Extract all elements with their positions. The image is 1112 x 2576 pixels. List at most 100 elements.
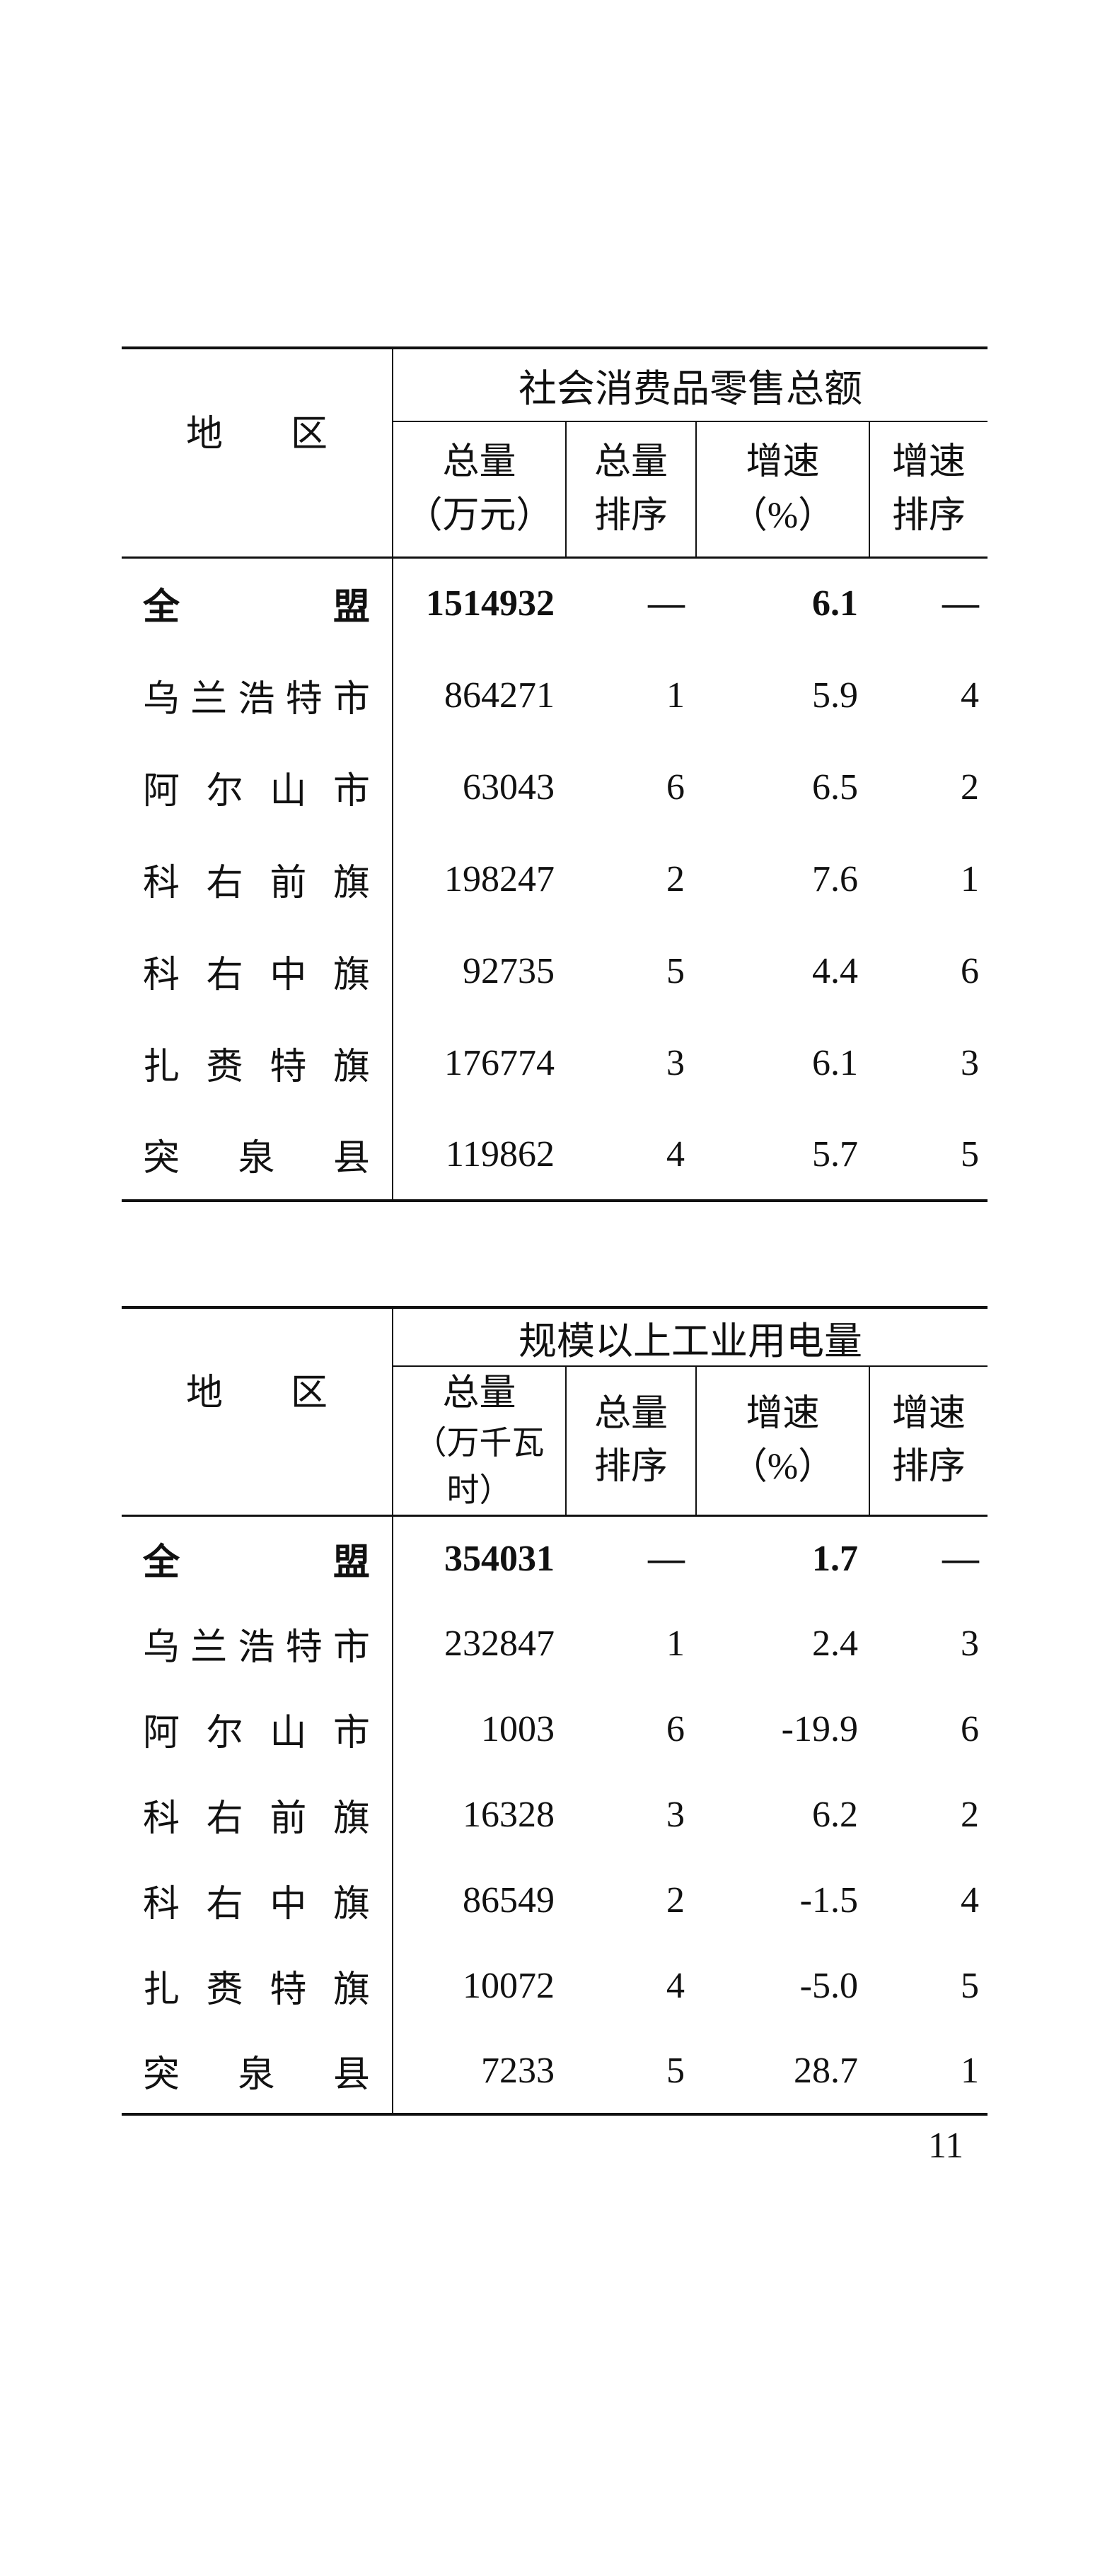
growth-cell: 6.1 <box>812 583 858 624</box>
growth-rank-cell: 2 <box>961 767 979 808</box>
column-header-total-rank: 总量 排序 <box>566 1366 697 1517</box>
growth-rank-cell: — <box>942 583 979 624</box>
region-header: 地 区 <box>122 346 393 559</box>
total-cell: 119862 <box>393 1109 566 1202</box>
region-cell: 科右前旗 <box>122 833 393 925</box>
table-row: 乌兰浩特市 864271 1 5.9 4 <box>122 649 988 741</box>
column-headers: 总量 （万千瓦时） 总量 排序 增速 （%） 增速 排序 <box>122 1366 988 1517</box>
growth-cell: 1.7 <box>812 1539 858 1580</box>
table-row: 扎赉特旗 10072 4 -5.0 5 <box>122 1943 988 2029</box>
total-cell: 16328 <box>463 1795 555 1836</box>
table-row: 阿尔山市 63043 6 6.5 2 <box>122 741 988 833</box>
region-cell: 突泉县 <box>122 1109 393 1202</box>
growth-cell: 6.5 <box>812 767 858 808</box>
total-rank-cell: 6 <box>666 1709 685 1750</box>
total-rank-cell: 4 <box>566 1109 696 1202</box>
table-row: 科右前旗 198247 2 7.6 1 <box>122 833 988 925</box>
group-header: 社会消费品零售总额 <box>393 346 988 422</box>
total-cell: 232847 <box>444 1624 555 1665</box>
total-cell: 354031 <box>444 1539 555 1580</box>
page-number: 11 <box>928 2126 964 2166</box>
growth-rank-cell: 6 <box>961 950 979 991</box>
column-header-growth: 增速 （%） <box>696 1366 870 1517</box>
growth-cell: 6.1 <box>812 1042 858 1083</box>
table-row: 乌兰浩特市 232847 1 2.4 3 <box>122 1601 988 1687</box>
total-rank-cell: 5 <box>566 2029 696 2116</box>
total-cell: 92735 <box>463 950 555 991</box>
region-cell: 扎赉特旗 <box>122 1943 393 2029</box>
growth-rank-cell: 5 <box>961 1966 979 2007</box>
column-header-growth: 增速 （%） <box>696 421 870 559</box>
table-row: 突泉县 7233 5 28.7 1 <box>122 2029 988 2116</box>
growth-cell: 6.2 <box>812 1795 858 1836</box>
region-cell: 扎赉特旗 <box>122 1017 393 1109</box>
industrial-electricity-table: 地 区 规模以上工业用电量 总量 （万千瓦时） 总量 排序 增速 （%） 增速 排序 全… <box>122 1305 988 2116</box>
total-rank-cell: 1 <box>666 1624 685 1665</box>
region-cell: 科右中旗 <box>122 1858 393 1944</box>
total-rank-cell: 3 <box>666 1795 685 1836</box>
growth-cell: -19.9 <box>781 1709 858 1750</box>
growth-rank-cell: 3 <box>961 1624 979 1665</box>
column-header-total: 总量 （万千瓦时） <box>393 1366 567 1517</box>
growth-rank-cell: 1 <box>869 2029 988 2116</box>
table-row: 科右前旗 16328 3 6.2 2 <box>122 1772 988 1858</box>
column-header-growth-rank: 增速 排序 <box>869 1366 988 1517</box>
region-cell: 科右前旗 <box>122 1772 393 1858</box>
total-cell: 176774 <box>444 1042 555 1083</box>
total-cell: 198247 <box>444 858 555 899</box>
growth-cell: 5.9 <box>812 675 858 716</box>
column-header-total: 总量 （万元） <box>393 421 567 559</box>
total-rank-cell: 3 <box>666 1042 685 1083</box>
growth-rank-cell: 4 <box>961 1880 979 1921</box>
retail-sales-table: 地 区 社会消费品零售总额 总量 （万元） 总量 排序 增速 （%） 增速 排序 全盟 1… <box>122 346 988 1202</box>
growth-cell: -5.0 <box>799 1966 858 2007</box>
total-rank-cell: 5 <box>666 950 685 991</box>
total-cell: 7233 <box>393 2029 566 2116</box>
total-cell: 63043 <box>463 767 555 808</box>
region-header: 地 区 <box>122 1305 393 1517</box>
region-cell: 乌兰浩特市 <box>122 649 393 741</box>
total-cell: 1514932 <box>426 583 555 624</box>
growth-rank-cell: 4 <box>961 675 979 716</box>
growth-cell: 4.4 <box>812 950 858 991</box>
growth-cell: -1.5 <box>799 1880 858 1921</box>
column-headers: 总量 （万元） 总量 排序 增速 （%） 增速 排序 <box>122 421 988 559</box>
growth-cell: 28.7 <box>696 2029 869 2116</box>
region-cell: 乌兰浩特市 <box>122 1601 393 1687</box>
column-header-total-rank: 总量 排序 <box>566 421 697 559</box>
total-row: 全盟 1514932 — 6.1 — <box>122 557 988 649</box>
region-cell: 阿尔山市 <box>122 1686 393 1773</box>
total-cell: 1003 <box>481 1709 555 1750</box>
total-rank-cell: 2 <box>666 1880 685 1921</box>
region-cell: 阿尔山市 <box>122 741 393 833</box>
total-cell: 864271 <box>444 675 555 716</box>
growth-cell: 2.4 <box>812 1624 858 1665</box>
total-cell: 10072 <box>463 1966 555 2007</box>
growth-rank-cell: 1 <box>961 858 979 899</box>
region-cell: 科右中旗 <box>122 925 393 1017</box>
total-row: 全盟 354031 — 1.7 — <box>122 1515 988 1602</box>
total-rank-cell: 2 <box>666 858 685 899</box>
growth-rank-cell: 3 <box>961 1042 979 1083</box>
total-rank-cell: 1 <box>666 675 685 716</box>
total-cell: 86549 <box>463 1880 555 1921</box>
table-row: 突泉县 119862 4 5.7 5 <box>122 1109 988 1202</box>
region-cell: 全盟 <box>122 1515 393 1602</box>
growth-rank-cell: 6 <box>961 1709 979 1750</box>
growth-rank-cell: 2 <box>961 1795 979 1836</box>
growth-rank-cell: 5 <box>869 1109 988 1202</box>
region-cell: 全盟 <box>122 557 393 649</box>
table-row: 科右中旗 92735 5 4.4 6 <box>122 925 988 1017</box>
growth-cell: 5.7 <box>696 1109 869 1202</box>
column-header-growth-rank: 增速 排序 <box>869 421 988 559</box>
growth-cell: 7.6 <box>812 858 858 899</box>
table-row: 阿尔山市 1003 6 -19.9 6 <box>122 1686 988 1773</box>
total-rank-cell: 4 <box>666 1966 685 2007</box>
table-row: 科右中旗 86549 2 -1.5 4 <box>122 1858 988 1944</box>
growth-rank-cell: — <box>942 1539 979 1580</box>
table-row: 扎赉特旗 176774 3 6.1 3 <box>122 1017 988 1109</box>
total-rank-cell: — <box>648 583 685 624</box>
total-rank-cell: — <box>648 1539 685 1580</box>
region-cell: 突泉县 <box>122 2029 393 2116</box>
group-header: 规模以上工业用电量 <box>393 1306 988 1367</box>
